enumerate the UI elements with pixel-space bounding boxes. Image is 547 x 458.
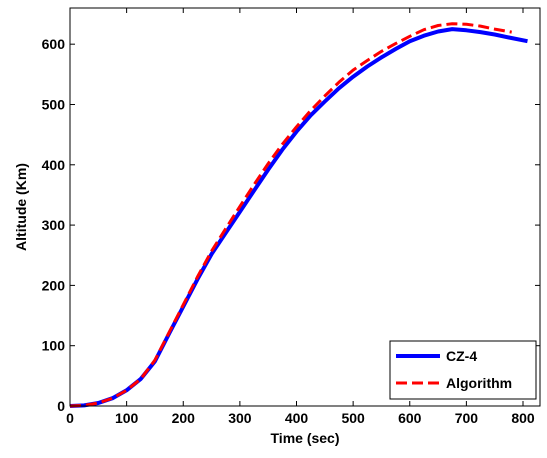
x-tick-label: 600 bbox=[398, 410, 422, 426]
series-layer bbox=[69, 22, 528, 408]
y-tick-label: 500 bbox=[42, 96, 66, 112]
y-tick-label: 400 bbox=[42, 157, 66, 173]
y-tick-label: 600 bbox=[42, 36, 66, 52]
y-tick-label: 100 bbox=[42, 338, 66, 354]
axes-layer bbox=[69, 7, 541, 407]
y-tick-label: 0 bbox=[57, 398, 65, 414]
x-axis-label: Time (sec) bbox=[271, 430, 340, 446]
y-tick-label: 200 bbox=[42, 277, 66, 293]
legend-label-cz4: CZ-4 bbox=[446, 348, 477, 364]
y-axis-label: Altitude (Km) bbox=[13, 163, 29, 251]
x-tick-label: 400 bbox=[285, 410, 309, 426]
x-tick-label: 300 bbox=[228, 410, 252, 426]
y-tick-label: 300 bbox=[42, 217, 66, 233]
x-tick-label: 200 bbox=[172, 410, 196, 426]
series-line-1 bbox=[69, 22, 512, 408]
legend-label-algorithm: Algorithm bbox=[446, 375, 512, 391]
legend: CZ-4 Algorithm bbox=[389, 340, 537, 400]
ticks-layer: 0 100 200 300 400 500 600 700 800 0 100 200 300 400 50… bbox=[42, 8, 540, 426]
axes-frame bbox=[69, 7, 541, 407]
x-tick-label: 0 bbox=[66, 410, 74, 426]
x-tick-label: 800 bbox=[511, 410, 535, 426]
x-tick-label: 500 bbox=[341, 410, 365, 426]
legend-box bbox=[389, 340, 537, 400]
x-tick-label: 100 bbox=[115, 410, 139, 426]
x-tick-label: 700 bbox=[455, 410, 479, 426]
